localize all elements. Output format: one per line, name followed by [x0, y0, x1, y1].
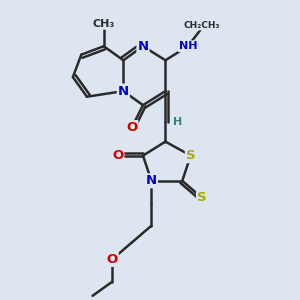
Text: NH: NH [178, 41, 197, 51]
Text: N: N [146, 174, 157, 187]
Text: S: S [197, 191, 207, 204]
Text: O: O [112, 149, 123, 162]
Text: S: S [186, 149, 196, 162]
Text: O: O [106, 253, 118, 266]
Text: CH₃: CH₃ [93, 19, 115, 29]
Text: O: O [126, 121, 137, 134]
Text: N: N [137, 40, 148, 53]
Text: N: N [118, 85, 129, 98]
Text: CH₂CH₃: CH₂CH₃ [184, 21, 220, 30]
Text: H: H [172, 117, 182, 127]
